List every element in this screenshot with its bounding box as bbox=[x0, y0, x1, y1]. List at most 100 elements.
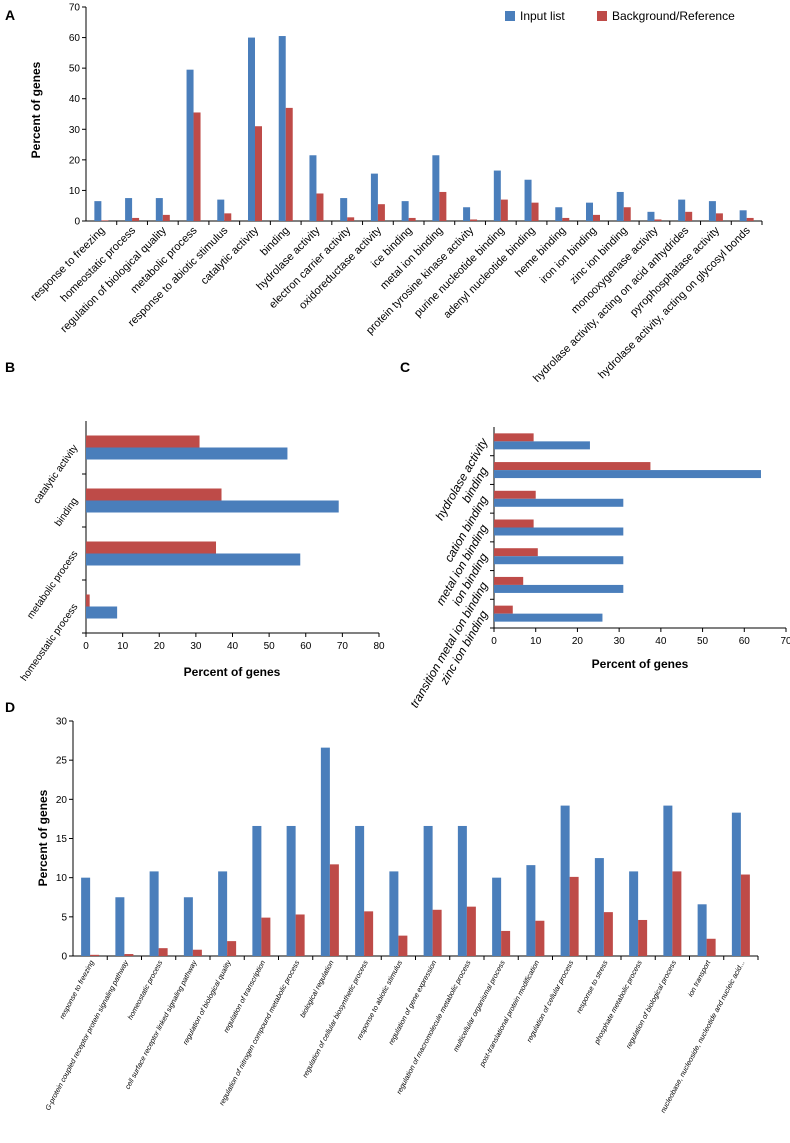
x-tick-label: 10 bbox=[117, 641, 129, 652]
bar-reference bbox=[654, 219, 662, 221]
bar-reference bbox=[593, 214, 600, 221]
bar-reference bbox=[672, 871, 682, 956]
panel-c-letter: C bbox=[400, 359, 410, 375]
bar-input bbox=[389, 871, 399, 956]
bar-input bbox=[217, 199, 225, 221]
bar-reference bbox=[470, 219, 478, 221]
bar-input bbox=[81, 877, 91, 956]
bar-reference bbox=[494, 576, 524, 585]
bar-reference bbox=[86, 594, 90, 607]
bar-reference bbox=[535, 920, 545, 956]
bar-reference bbox=[746, 217, 754, 221]
bar-input bbox=[463, 207, 471, 221]
bar-input bbox=[663, 805, 673, 956]
x-tick-label: 20 bbox=[154, 641, 166, 652]
bar-reference bbox=[101, 220, 109, 221]
x-category-label: post-translational protein modification bbox=[477, 959, 541, 1069]
bar-input bbox=[115, 897, 125, 956]
x-category-label: regulation of macromolecule metabolic pr… bbox=[394, 958, 473, 1095]
bar-input bbox=[493, 170, 501, 221]
x-tick-label: 0 bbox=[491, 636, 497, 647]
bar-input bbox=[125, 198, 133, 221]
bar-reference bbox=[295, 914, 305, 956]
bar-reference bbox=[494, 462, 651, 471]
bar-input bbox=[586, 202, 593, 221]
bar-input bbox=[183, 897, 193, 956]
panel-c: C Percent of genes 0 10 20 30 40 50 60 70hydrol… bbox=[400, 359, 790, 710]
y-tick-label: 25 bbox=[56, 756, 68, 767]
x-tick-label: 70 bbox=[780, 636, 790, 647]
bar-input bbox=[555, 207, 563, 221]
bar-reference bbox=[162, 214, 170, 221]
y-tick-label: 5 bbox=[61, 912, 67, 923]
bar-input bbox=[94, 201, 102, 221]
bar-input bbox=[494, 613, 603, 622]
bar-input bbox=[218, 871, 228, 956]
bar-reference bbox=[706, 938, 716, 956]
y-tick-label: 10 bbox=[56, 873, 68, 884]
bar-reference bbox=[224, 213, 232, 221]
bar-reference bbox=[432, 909, 442, 956]
bar-input bbox=[526, 865, 536, 956]
x-tick-label: 40 bbox=[227, 641, 239, 652]
bar-input bbox=[457, 825, 467, 956]
panel-b: B Percent of genes 0 10 20 30 40 50 60 70 80 cata… bbox=[5, 359, 385, 683]
bar-reference bbox=[86, 488, 222, 501]
bar-input bbox=[320, 747, 330, 956]
bar-input bbox=[86, 447, 288, 460]
bar-reference bbox=[623, 207, 631, 221]
bar-reference bbox=[124, 954, 134, 956]
bar-reference bbox=[86, 435, 200, 448]
bar-input bbox=[594, 858, 604, 956]
x-tick-label: 50 bbox=[264, 641, 276, 652]
legend-input-label: Input list bbox=[520, 9, 565, 23]
bar-input bbox=[560, 805, 570, 956]
bar-input bbox=[678, 199, 686, 221]
bar-input bbox=[494, 470, 761, 479]
bar-input bbox=[149, 871, 159, 956]
bar-reference bbox=[494, 433, 534, 442]
panel-d: D Percent of genes 0 5 10 15 20 25 30 response … bbox=[5, 699, 759, 1115]
bar-input bbox=[494, 584, 624, 593]
panel-d-plot: 0 5 10 15 20 25 30 response to freezingG-protei… bbox=[43, 717, 759, 1115]
y-tick-label: 30 bbox=[69, 125, 81, 136]
x-tick-label: 60 bbox=[300, 641, 312, 652]
bar-input bbox=[647, 211, 655, 221]
bar-input bbox=[629, 871, 639, 956]
bar-reference bbox=[316, 193, 324, 221]
panel-d-letter: D bbox=[5, 699, 15, 715]
bar-input bbox=[708, 201, 716, 221]
bar-input bbox=[731, 812, 741, 956]
panel-b-plot: 0 10 20 30 40 50 60 70 80 catalytic activitybindi… bbox=[19, 421, 385, 683]
bar-reference bbox=[261, 917, 271, 956]
bar-input bbox=[492, 877, 502, 956]
panel-d-y-axis-title: Percent of genes bbox=[36, 789, 50, 886]
y-tick-label: 20 bbox=[56, 795, 68, 806]
bar-input bbox=[697, 904, 707, 956]
bar-input bbox=[155, 198, 163, 221]
bar-input bbox=[370, 173, 378, 221]
x-category-label: nucleobase, nucleoside, nucleotide and n… bbox=[658, 959, 746, 1115]
panel-b-x-axis-title: Percent of genes bbox=[184, 665, 281, 679]
y-tick-label: 10 bbox=[69, 186, 81, 197]
bar-input bbox=[278, 36, 286, 221]
y-tick-label: 40 bbox=[69, 94, 81, 105]
bar-reference bbox=[531, 202, 539, 221]
bar-reference bbox=[86, 541, 217, 554]
bar-input bbox=[616, 191, 624, 221]
bar-reference bbox=[285, 107, 293, 221]
bar-input bbox=[86, 500, 339, 513]
x-category-label: cell surface receptor linked signaling p… bbox=[123, 958, 199, 1090]
bar-input bbox=[86, 606, 118, 619]
bar-input bbox=[186, 69, 194, 222]
bar-input bbox=[286, 825, 296, 956]
legend-reference-swatch bbox=[597, 11, 607, 21]
x-tick-label: 0 bbox=[83, 641, 89, 652]
bar-reference bbox=[466, 906, 476, 956]
x-tick-label: 30 bbox=[614, 636, 626, 647]
bar-input bbox=[494, 498, 624, 507]
bar-input bbox=[524, 179, 532, 221]
bar-input bbox=[739, 210, 747, 221]
x-category-label: biological regulation bbox=[298, 959, 336, 1019]
bar-reference bbox=[494, 519, 534, 528]
